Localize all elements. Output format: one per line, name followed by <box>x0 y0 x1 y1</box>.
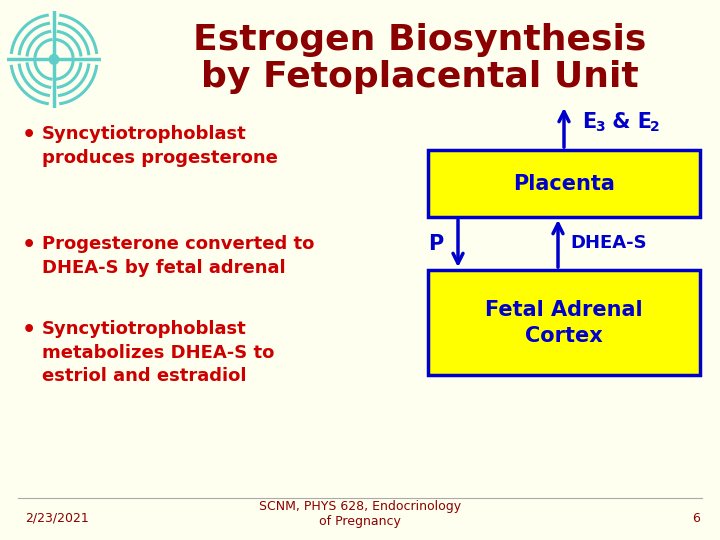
Text: 3: 3 <box>595 120 605 134</box>
Text: DHEA-S: DHEA-S <box>570 234 647 253</box>
Text: Syncytiotrophoblast
produces progesterone: Syncytiotrophoblast produces progesteron… <box>42 125 278 167</box>
Text: by Fetoplacental Unit: by Fetoplacental Unit <box>201 60 639 94</box>
Text: E: E <box>582 112 596 132</box>
Text: Progesterone converted to
DHEA-S by fetal adrenal: Progesterone converted to DHEA-S by feta… <box>42 235 315 276</box>
Text: 6: 6 <box>692 511 700 524</box>
Text: 2: 2 <box>650 120 660 134</box>
Text: Cortex: Cortex <box>525 327 603 347</box>
Text: Placenta: Placenta <box>513 173 615 193</box>
Text: Estrogen Biosynthesis: Estrogen Biosynthesis <box>193 23 647 57</box>
Text: P: P <box>428 233 444 253</box>
Text: SCNM, PHYS 628, Endocrinology
of Pregnancy: SCNM, PHYS 628, Endocrinology of Pregnan… <box>259 500 461 528</box>
Text: & E: & E <box>605 112 652 132</box>
Text: •: • <box>22 235 36 255</box>
Text: 2/23/2021: 2/23/2021 <box>25 511 89 524</box>
Text: Syncytiotrophoblast
metabolizes DHEA-S to
estriol and estradiol: Syncytiotrophoblast metabolizes DHEA-S t… <box>42 320 274 385</box>
Bar <box>428 270 700 375</box>
Bar <box>428 150 700 217</box>
Text: Fetal Adrenal: Fetal Adrenal <box>485 300 643 321</box>
Circle shape <box>50 55 59 64</box>
Text: •: • <box>22 125 36 145</box>
Text: •: • <box>22 320 36 340</box>
